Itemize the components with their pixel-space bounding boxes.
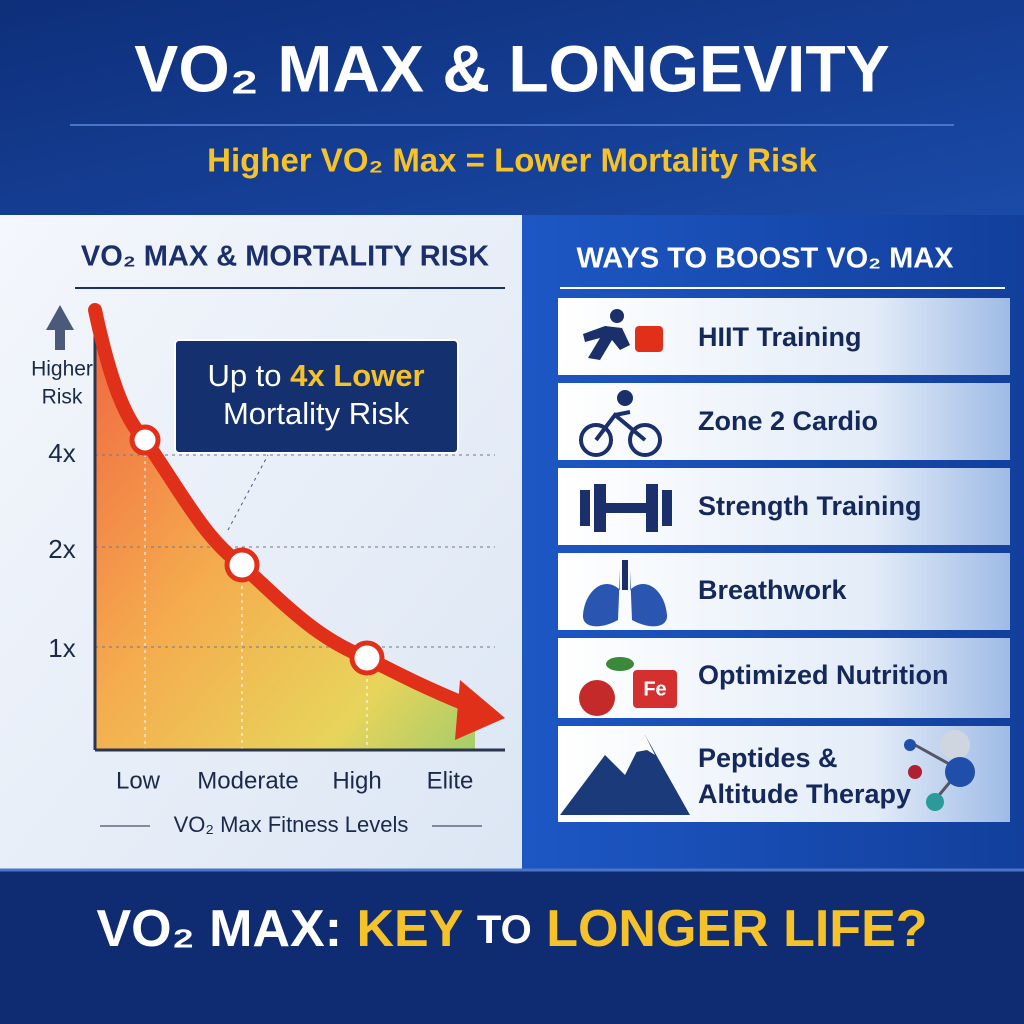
icon-snowcap	[636, 735, 655, 755]
curve-point	[129, 424, 161, 456]
callout-pointer	[227, 454, 269, 531]
y-tick-label: 1x	[48, 633, 75, 663]
y-label: Higher	[31, 358, 93, 381]
callout-line: Mortality Risk	[223, 396, 410, 431]
axis-arrow	[46, 305, 74, 330]
item-label: Breathwork	[698, 575, 848, 605]
icon-molecule	[904, 730, 975, 811]
icon-text: Fe	[643, 678, 666, 700]
panel-title: VO₂ MAX & MORTALITY RISK	[81, 241, 489, 273]
callout-box	[174, 339, 459, 454]
footer-part: LONGER LIFE?	[546, 900, 927, 958]
item-label: Optimized Nutrition	[698, 660, 948, 690]
item-label: HIIT Training	[698, 322, 862, 352]
icon-run	[583, 309, 663, 360]
y-label: Risk	[42, 386, 83, 409]
title: VO₂ MAX & LONGEVITY	[134, 31, 889, 105]
x-tick-label: High	[332, 767, 381, 794]
x-tick-label: Elite	[427, 767, 474, 794]
y-tick-label: 4x	[48, 438, 75, 468]
x-tick-label: Moderate	[197, 767, 298, 794]
icon-lungs	[582, 560, 668, 627]
callout-prefix: Up to	[207, 358, 281, 393]
risk-area	[95, 310, 475, 750]
curve-point	[224, 547, 260, 583]
callout-highlight: 4x Lower	[290, 358, 424, 393]
axis-arrow	[55, 328, 65, 350]
curve-point	[349, 640, 385, 676]
ways-list: HIIT Training Zone 2 Cardio Strength Tra…	[558, 298, 1010, 822]
subtitle: Higher VO₂ Max = Lower Mortality Risk	[207, 142, 817, 179]
footer-band	[0, 870, 1024, 1024]
item-label: Zone 2 Cardio	[698, 406, 878, 436]
footer-part: KEY	[356, 900, 462, 958]
footer-part: TO	[477, 908, 532, 952]
x-title: VO₂ Max Fitness Levels	[174, 812, 409, 837]
icon-badge	[633, 670, 677, 708]
x-tick-label: Low	[116, 767, 161, 794]
footer-text: VO₂ MAX: KEY TO LONGER LIFE?	[96, 900, 927, 958]
item-label: Strength Training	[698, 491, 922, 521]
header-band	[0, 0, 1024, 215]
row	[558, 298, 1010, 375]
item-label: Peptides &	[698, 743, 838, 773]
icon-apple	[579, 680, 615, 716]
panel-title: WAYS TO BOOST VO₂ MAX	[576, 243, 954, 275]
curve-arrowhead	[455, 680, 505, 740]
y-tick-label: 2x	[48, 534, 75, 564]
icon-leaf	[606, 657, 634, 671]
item-label: Altitude Therapy	[698, 779, 911, 809]
icon-dumbbell	[580, 484, 672, 532]
chart-panel	[0, 215, 522, 870]
callout-line: Up to 4x Lower	[207, 358, 424, 393]
footer-part: VO₂ MAX:	[96, 900, 342, 958]
icon-mountain	[560, 735, 690, 815]
icon-bike	[579, 390, 662, 457]
